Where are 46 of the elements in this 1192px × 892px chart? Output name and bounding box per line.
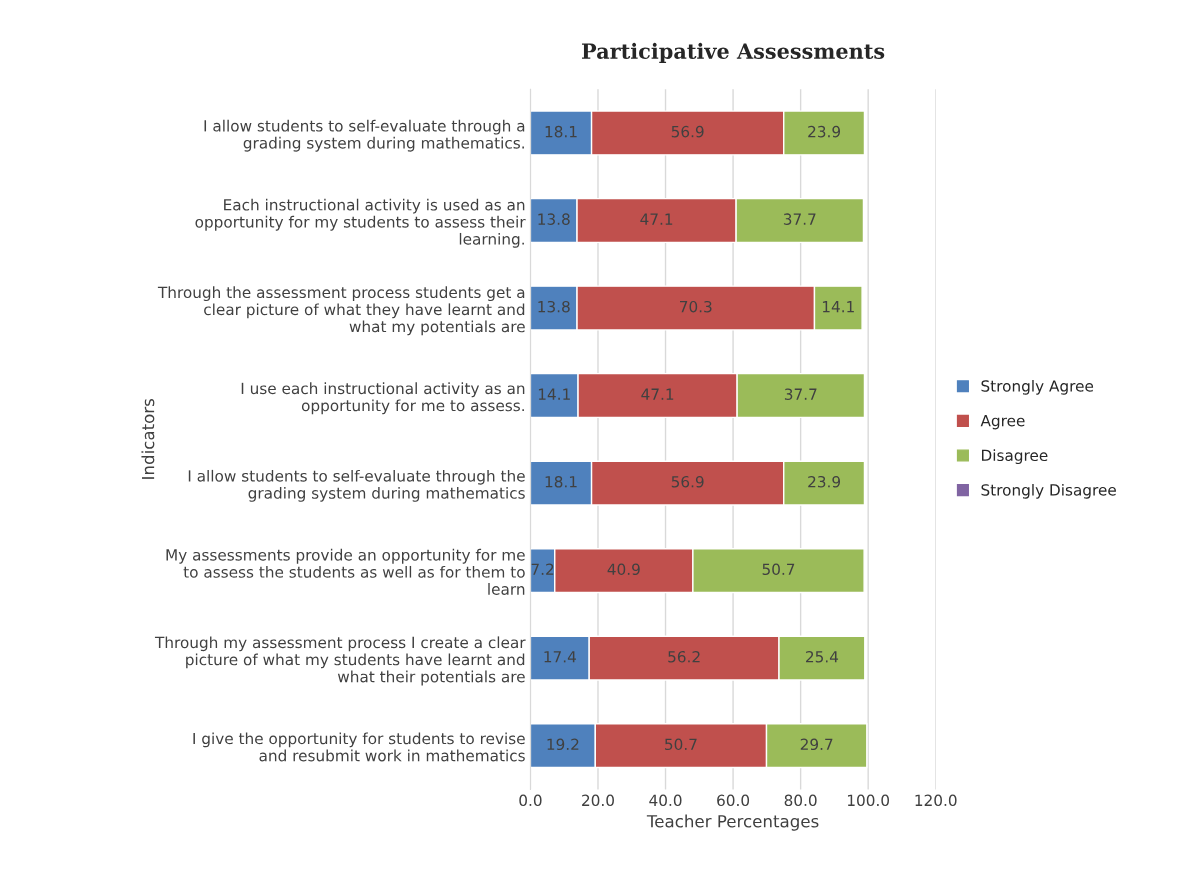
chart-title: Participative Assessments <box>582 42 885 63</box>
y-tick-label: My assessments provide an opportunity for me to assess the students as well as for them to learn <box>166 548 525 595</box>
y-tick-label: I use each instructional activity as an opportunity for me to assess. <box>241 382 525 415</box>
data-label: 25.4 <box>806 651 839 663</box>
legend-label: Strongly Agree <box>981 379 1094 395</box>
data-label: 70.3 <box>680 300 712 313</box>
x-tick-label: 0.0 <box>519 794 542 807</box>
data-label: 23.9 <box>808 475 841 488</box>
y-tick-label: Through the assessment process students get a clear picture of what they have learnt and what my potentials are <box>157 286 525 336</box>
legend-label: Strongly Disagree <box>981 483 1116 499</box>
data-label: 56.9 <box>671 475 704 488</box>
y-tick-label: I allow students to self-evaluate through the grading system during mathematics <box>188 469 525 502</box>
x-tick-label: 80.0 <box>784 794 817 807</box>
data-label: 18.1 <box>545 475 577 488</box>
data-label: 29.7 <box>800 738 833 751</box>
data-label: 47.1 <box>641 388 674 400</box>
y-tick-label: I give the opportunity for students to revise and resubmit work in mathematics <box>193 732 525 762</box>
legend-label: Agree <box>980 415 1025 430</box>
data-label: 56.2 <box>668 651 700 663</box>
data-label: 23.9 <box>808 125 841 138</box>
data-label: 14.1 <box>538 388 570 400</box>
x-tick-label: 120.0 <box>915 794 957 807</box>
x-tick-label: 40.0 <box>649 794 682 807</box>
data-label: 18.1 <box>545 125 577 138</box>
data-label: 19.2 <box>547 738 579 751</box>
data-label: 56.9 <box>671 125 704 138</box>
y-tick-label: I allow students to self-evaluate through a grading system during mathematics. <box>204 119 525 152</box>
data-label: 37.7 <box>784 388 817 400</box>
x-tick-label: 100.0 <box>847 794 890 807</box>
x-axis-title: Teacher Percentages <box>646 814 819 831</box>
data-label: 40.9 <box>607 563 640 576</box>
data-label: 17.4 <box>544 651 576 663</box>
data-label: 13.8 <box>538 213 570 225</box>
data-label: 50.7 <box>762 563 795 576</box>
x-tick-label: 60.0 <box>717 794 750 807</box>
data-label: 50.7 <box>665 738 697 751</box>
data-label: 47.1 <box>640 213 673 225</box>
y-tick-label: Each instructional activity is used as an opportunity for my students to assess their learning. <box>195 198 526 248</box>
y-axis-title: Indicators <box>141 398 155 479</box>
y-tick-label: Through my assessment process I create a clear picture of what my students have learnt and what their potentials are <box>154 636 526 686</box>
data-label: 7.2 <box>531 563 554 575</box>
x-tick-label: 20.0 <box>582 794 614 807</box>
data-label: 37.7 <box>783 213 816 225</box>
legend-label: Disagree <box>981 449 1048 465</box>
data-label: 13.8 <box>538 300 570 313</box>
data-label: 14.1 <box>822 301 854 313</box>
